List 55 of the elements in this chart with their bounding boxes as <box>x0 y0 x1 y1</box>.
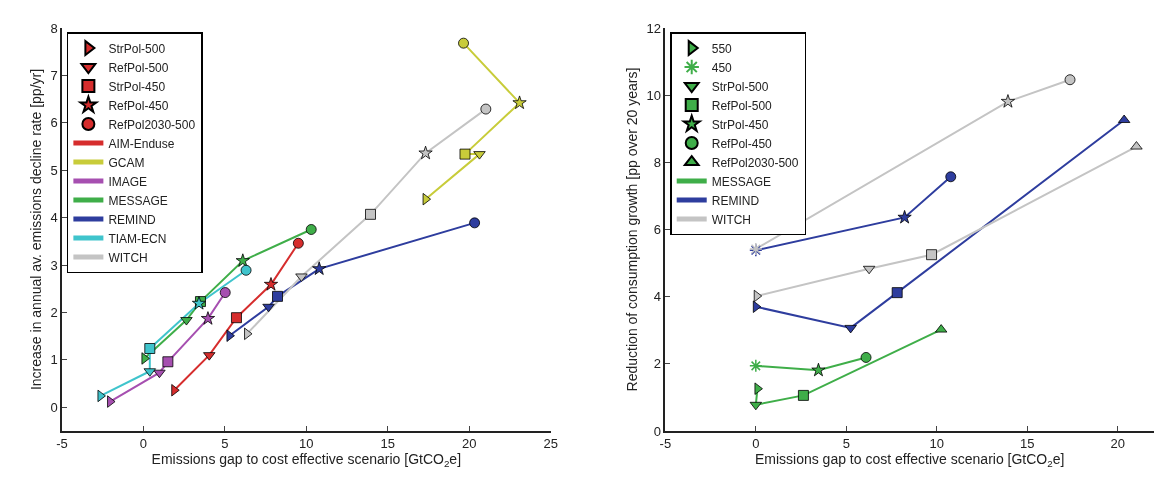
legend-label: RefPol2030-500 <box>108 117 196 132</box>
legend-label: MESSAGE <box>108 193 168 208</box>
x-tick-label: 0 <box>139 436 148 452</box>
y-tick-label: 10 <box>646 87 661 103</box>
y-tick-label: 2 <box>653 356 661 372</box>
x-tick-label: 5 <box>221 436 229 452</box>
legend-label: RefPol-450 <box>711 136 773 151</box>
x-tick-label: 20 <box>462 436 477 452</box>
legend-label: 550 <box>711 41 733 56</box>
legend-label: RefPol-500 <box>711 98 773 113</box>
y-tick-label: 4 <box>50 210 58 226</box>
y-tick-label: 8 <box>653 154 661 170</box>
legend-label: StrPol-500 <box>108 41 166 56</box>
y-tick-label: 6 <box>50 115 58 131</box>
x-tick-label: 20 <box>1110 436 1126 452</box>
y-tick-label: 0 <box>653 423 661 439</box>
legend-label: WITCH <box>711 212 752 227</box>
legend-label: WITCH <box>108 250 148 265</box>
legend-label: StrPol-500 <box>711 79 769 94</box>
x-tick-label: 5 <box>842 436 850 452</box>
x-tick-label: 25 <box>543 436 558 452</box>
y-tick-label: 2 <box>50 305 58 321</box>
y-axis-title: Increase in annual av. emissions decline rate [pp/yr] <box>27 68 44 391</box>
x-tick-label: -5 <box>659 436 672 452</box>
legend-label: REMIND <box>108 212 157 227</box>
y-tick-label: 1 <box>50 352 58 368</box>
legend-label: RefPol2030-500 <box>711 155 799 170</box>
legend-label: REMIND <box>711 193 760 208</box>
y-tick-label: 4 <box>653 289 661 305</box>
x-tick-label: 0 <box>752 436 760 452</box>
x-axis-title: Emissions gap to cost effective scenario [GtCO$_{2}$e] <box>151 451 462 470</box>
legend-label: RefPol-450 <box>108 98 169 113</box>
x-tick-label: 10 <box>299 436 314 452</box>
x-tick-label: 15 <box>380 436 396 452</box>
y-tick-label: 7 <box>50 67 58 83</box>
y-tick-label: 0 <box>50 399 58 415</box>
y-tick-label: 5 <box>50 162 58 178</box>
legend-label: StrPol-450 <box>108 79 166 94</box>
x-axis-title: Emissions gap to cost effective scenario [GtCO$_{2}$e] <box>754 451 1065 470</box>
legend-label: RefPol-500 <box>108 60 169 75</box>
y-tick-label: 6 <box>653 222 661 238</box>
y-axis-title: Reduction of consumption growth [pp over 20 years] <box>623 67 640 392</box>
x-tick-label: 15 <box>1020 436 1035 452</box>
legend-label: IMAGE <box>108 174 148 189</box>
x-tick-label: 10 <box>929 436 945 452</box>
legend-label: TIAM-ECN <box>108 231 167 246</box>
y-tick-label: 8 <box>50 20 58 36</box>
y-tick-label: 12 <box>646 20 661 36</box>
y-tick-label: 3 <box>50 257 58 273</box>
x-tick-label: -5 <box>56 436 68 452</box>
legend-label: GCAM <box>108 155 145 170</box>
legend-label: StrPol-450 <box>711 117 769 132</box>
legend-label: 450 <box>711 60 733 75</box>
legend-label: MESSAGE <box>711 174 772 189</box>
legend-label: AIM-Enduse <box>108 136 175 151</box>
